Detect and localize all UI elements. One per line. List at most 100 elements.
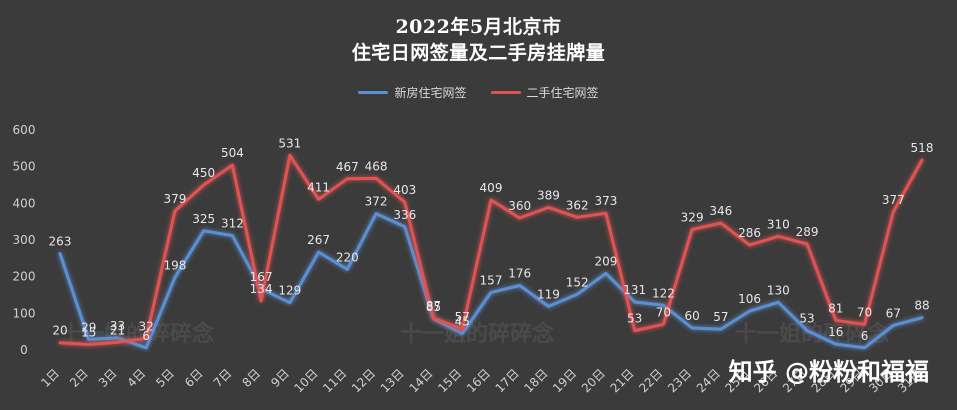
x-tick-label: 8日 (239, 366, 263, 390)
data-label-resale-homes: 20 (52, 324, 67, 338)
x-tick-label: 17日 (493, 366, 522, 395)
data-label-new-homes: 16 (828, 325, 843, 339)
chart-title-line-1: 2022年5月北京市 (395, 16, 562, 38)
data-label-new-homes: 122 (652, 286, 675, 300)
data-label-new-homes: 67 (886, 306, 901, 320)
x-tick-label: 22日 (636, 366, 665, 395)
chart-legend: 新房住宅网签 二手住宅网签 (0, 84, 957, 101)
y-tick-label: 500 (13, 160, 36, 174)
data-label-resale-homes: 373 (594, 194, 617, 208)
y-tick-label: 0 (20, 343, 28, 357)
data-label-resale-homes: 518 (911, 141, 934, 155)
x-tick-label: 14日 (406, 366, 435, 395)
data-label-resale-homes: 346 (709, 204, 732, 218)
data-label-resale-homes: 531 (278, 136, 301, 150)
data-label-resale-homes: 21 (110, 323, 125, 337)
x-tick-label: 5日 (153, 366, 177, 390)
x-tick-label: 4日 (125, 366, 149, 390)
legend-item-resale-homes: 二手住宅网签 (490, 84, 599, 101)
data-label-resale-homes: 450 (192, 166, 215, 180)
y-tick-label: 400 (13, 196, 36, 210)
series-line-resale-homes (58, 153, 924, 346)
legend-label-new-homes: 新房住宅网签 (394, 86, 467, 100)
data-label-new-homes: 312 (221, 217, 244, 231)
data-label-resale-homes: 289 (796, 225, 819, 239)
data-label-new-homes: 130 (767, 283, 790, 297)
x-tick-label: 2日 (67, 366, 91, 390)
y-tick-label: 300 (13, 233, 36, 247)
data-label-new-homes: 372 (365, 195, 388, 209)
data-label-resale-homes: 70 (857, 305, 872, 319)
brand-watermark: 知乎 @粉粉和福福 (728, 358, 929, 386)
chart-title-line-2: 住宅日网签量及二手房挂牌量 (351, 42, 606, 64)
data-label-resale-homes: 411 (307, 180, 330, 194)
series-line-new-homes (58, 212, 924, 350)
data-label-new-homes: 88 (914, 299, 929, 313)
data-label-new-homes: 106 (738, 292, 761, 306)
data-label-new-homes: 131 (623, 283, 646, 297)
data-label-resale-homes: 377 (882, 193, 905, 207)
y-tick-label: 600 (13, 123, 36, 137)
data-label-new-homes: 267 (307, 233, 330, 247)
data-label-new-homes: 198 (163, 258, 186, 272)
data-label-resale-homes: 379 (163, 192, 186, 206)
legend-swatch-new-homes (358, 91, 389, 94)
x-tick-label: 18日 (521, 366, 550, 395)
data-label-resale-homes: 70 (656, 305, 671, 319)
data-label-new-homes: 220 (336, 250, 359, 264)
data-label-resale-homes: 81 (828, 301, 843, 315)
data-label-new-homes: 167 (250, 270, 273, 284)
data-label-new-homes: 85 (426, 300, 441, 314)
x-tick-label: 9日 (268, 366, 292, 390)
x-tick-label: 15日 (435, 366, 464, 395)
data-label-resale-homes: 409 (480, 181, 503, 195)
data-label-resale-homes: 32 (139, 319, 154, 333)
data-label-resale-homes: 87 (426, 299, 441, 313)
data-label-new-homes: 29 (81, 320, 96, 334)
x-tick-label: 19日 (550, 366, 579, 395)
legend-swatch-resale-homes (490, 91, 521, 94)
data-label-resale-homes: 310 (767, 217, 790, 231)
x-tick-label: 7日 (211, 366, 235, 390)
data-label-new-homes: 45 (455, 315, 470, 329)
data-label-resale-homes: 362 (566, 198, 589, 212)
data-label-new-homes: 57 (713, 310, 728, 324)
data-label-new-homes: 60 (684, 309, 699, 323)
data-label-new-homes: 33 (110, 319, 125, 333)
data-label-new-homes: 209 (594, 254, 617, 268)
data-label-resale-homes: 329 (681, 210, 704, 224)
x-tick-label: 3日 (96, 366, 120, 390)
data-label-resale-homes: 389 (537, 188, 560, 202)
data-label-new-homes: 119 (537, 287, 560, 301)
x-tick-label: 6日 (182, 366, 206, 390)
data-label-resale-homes: 467 (336, 160, 359, 174)
data-label-resale-homes: 403 (393, 183, 416, 197)
x-tick-label: 11日 (320, 366, 349, 395)
x-tick-label: 13日 (378, 366, 407, 395)
data-label-resale-homes: 134 (250, 282, 273, 296)
data-label-resale-homes: 57 (455, 310, 470, 324)
x-tick-label: 21日 (608, 366, 637, 395)
data-label-resale-homes: 360 (508, 199, 531, 213)
x-tick-label: 10日 (292, 366, 321, 395)
watermark-2: 十一姐的碎碎念 (400, 321, 555, 347)
data-label-new-homes: 157 (480, 273, 503, 287)
data-label-new-homes: 336 (393, 208, 416, 222)
x-tick-label: 20日 (579, 366, 608, 395)
data-label-resale-homes: 53 (627, 312, 642, 326)
data-label-resale-homes: 504 (221, 146, 244, 160)
y-tick-label: 100 (13, 306, 36, 320)
legend-item-new-homes: 新房住宅网签 (358, 84, 467, 101)
y-tick-label: 200 (13, 270, 36, 284)
data-label-resale-homes: 15 (81, 326, 96, 340)
x-tick-label: 16日 (464, 366, 493, 395)
data-label-resale-homes: 468 (365, 159, 388, 173)
data-label-resale-homes: 286 (738, 226, 761, 240)
data-label-new-homes: 129 (278, 284, 301, 298)
x-tick-label: 12日 (349, 366, 378, 395)
data-label-new-homes: 6 (861, 329, 869, 343)
data-label-new-homes: 176 (508, 266, 531, 280)
x-tick-label: 23日 (665, 366, 694, 395)
